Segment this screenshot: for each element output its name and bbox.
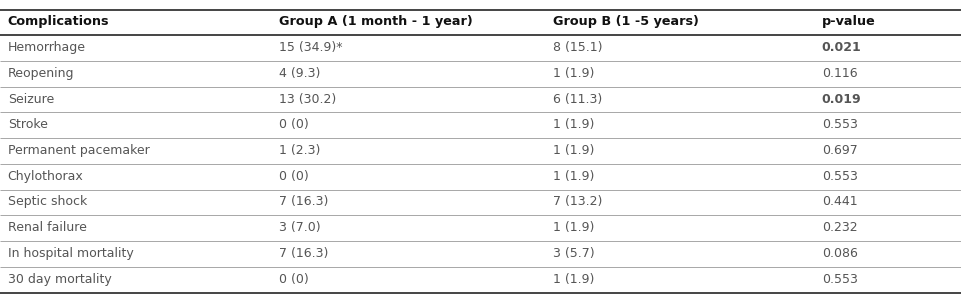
Text: 7 (16.3): 7 (16.3) [279,247,328,260]
Text: Stroke: Stroke [8,118,47,131]
Text: 0.116: 0.116 [822,67,857,80]
Text: 8 (15.1): 8 (15.1) [553,41,603,54]
Text: 0.697: 0.697 [822,144,857,157]
Text: 0.553: 0.553 [822,118,857,131]
Text: 1 (1.9): 1 (1.9) [553,67,594,80]
Text: 0.553: 0.553 [822,170,857,183]
Text: Permanent pacemaker: Permanent pacemaker [8,144,150,157]
Text: 3 (5.7): 3 (5.7) [553,247,594,260]
Text: 1 (1.9): 1 (1.9) [553,118,594,131]
Text: 15 (34.9)*: 15 (34.9)* [279,41,342,54]
Text: Chylothorax: Chylothorax [8,170,84,183]
Text: 3 (7.0): 3 (7.0) [279,221,320,234]
Text: 0.232: 0.232 [822,221,857,234]
Text: Septic shock: Septic shock [8,195,86,209]
Text: 0.086: 0.086 [822,247,857,260]
Text: Renal failure: Renal failure [8,221,86,234]
Text: 0.021: 0.021 [822,41,861,54]
Text: 1 (1.9): 1 (1.9) [553,273,594,286]
Text: 4 (9.3): 4 (9.3) [279,67,320,80]
Text: Reopening: Reopening [8,67,74,80]
Text: 0.441: 0.441 [822,195,857,209]
Text: 0 (0): 0 (0) [279,273,308,286]
Text: 13 (30.2): 13 (30.2) [279,92,336,105]
Text: 6 (11.3): 6 (11.3) [553,92,602,105]
Text: In hospital mortality: In hospital mortality [8,247,134,260]
Text: Hemorrhage: Hemorrhage [8,41,86,54]
Text: 1 (1.9): 1 (1.9) [553,144,594,157]
Text: 1 (1.9): 1 (1.9) [553,221,594,234]
Text: 30 day mortality: 30 day mortality [8,273,111,286]
Text: 0.553: 0.553 [822,273,857,286]
Text: 7 (13.2): 7 (13.2) [553,195,602,209]
Text: Seizure: Seizure [8,92,54,105]
Text: 1 (2.3): 1 (2.3) [279,144,320,157]
Text: Group A (1 month - 1 year): Group A (1 month - 1 year) [279,15,473,28]
Text: 0 (0): 0 (0) [279,170,308,183]
Text: Complications: Complications [8,15,110,28]
Text: 0 (0): 0 (0) [279,118,308,131]
Text: 1 (1.9): 1 (1.9) [553,170,594,183]
Text: 0.019: 0.019 [822,92,861,105]
Text: p-value: p-value [822,15,875,28]
Text: Group B (1 -5 years): Group B (1 -5 years) [553,15,699,28]
Text: 7 (16.3): 7 (16.3) [279,195,328,209]
